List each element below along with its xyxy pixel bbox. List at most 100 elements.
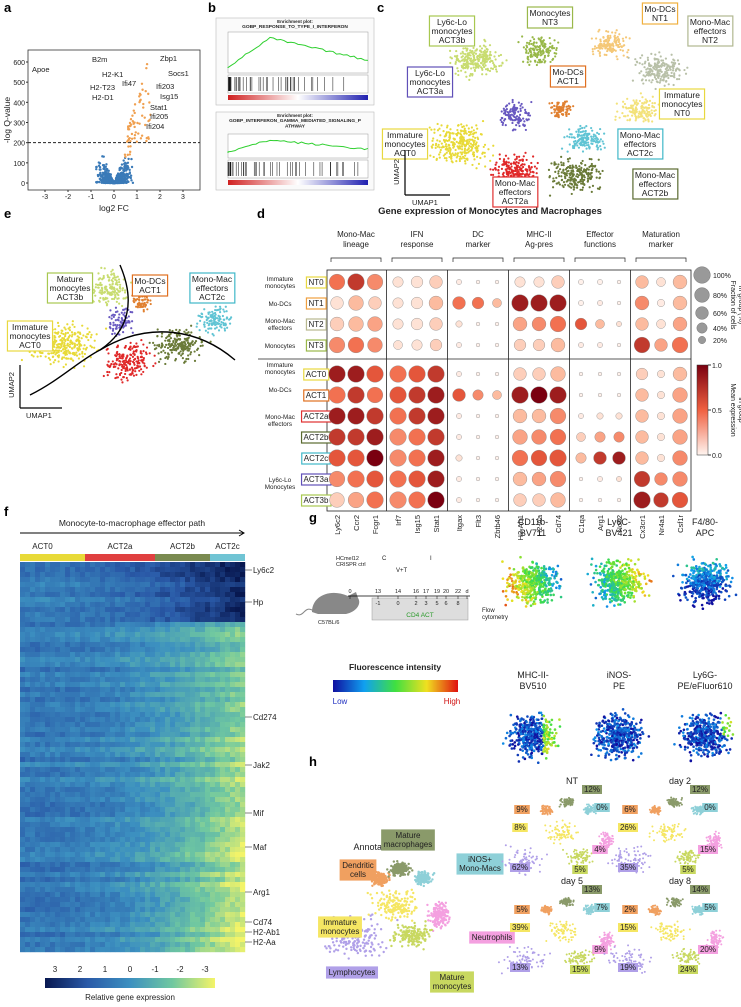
cell-point (124, 372, 127, 376)
cell-point (462, 136, 465, 139)
cell-point (428, 126, 431, 129)
heatmap-cell (210, 612, 216, 618)
cell-point (514, 106, 517, 109)
gene-label: Stat1 (432, 515, 441, 533)
heatmap-cell (115, 567, 121, 573)
cell-point (565, 114, 568, 118)
dot (393, 340, 403, 350)
heatmap-cell (175, 577, 181, 583)
heatmap-cell (210, 562, 216, 568)
cell-point (560, 161, 563, 164)
cell-point (563, 136, 566, 139)
cell-point (602, 142, 605, 145)
heatmap-cell (90, 562, 96, 568)
cell-point (539, 50, 543, 53)
cell-point (455, 132, 458, 136)
cell-point (555, 166, 558, 170)
heatmap-cell (180, 562, 186, 568)
gene-label: B2m (92, 55, 107, 64)
dot (494, 497, 500, 503)
gene-point (127, 157, 130, 161)
heatmap-cell (160, 617, 166, 623)
gene-point (128, 121, 132, 125)
dot (532, 493, 546, 507)
row-label: ACT0 (306, 370, 327, 379)
cell-point (600, 43, 603, 46)
cell-point (648, 79, 651, 82)
heatmap-cell (55, 597, 61, 603)
dot (595, 319, 605, 329)
dot (635, 409, 649, 423)
cell-point (553, 161, 556, 164)
heatmap-cell (205, 607, 211, 613)
cell-point (651, 112, 654, 115)
cell-point (481, 59, 485, 62)
cell-point (634, 109, 637, 113)
cell-point (118, 280, 121, 284)
cell-point (571, 166, 574, 170)
heatmap-cell (130, 577, 136, 583)
cell-point (565, 180, 568, 183)
cell-point (449, 61, 452, 65)
heatmap-cell (240, 567, 246, 573)
cell-point (605, 46, 608, 49)
dot (494, 371, 500, 377)
cell-point (168, 328, 171, 332)
cell-point (569, 133, 572, 136)
dot (635, 317, 649, 331)
cell-point (641, 101, 644, 105)
heatmap-cell (50, 572, 56, 578)
cell-point (616, 43, 620, 47)
dot (408, 449, 426, 467)
heatmap-cell (95, 597, 101, 603)
cell-point (560, 163, 563, 167)
dot (427, 491, 445, 509)
gene-label: Apoe (32, 65, 50, 74)
heatmap-cell (45, 577, 51, 583)
gene-point (126, 175, 130, 178)
cell-point (108, 316, 111, 319)
heatmap-cell (60, 582, 66, 588)
cell-point (568, 176, 571, 179)
gene-label: Fcgr1 (371, 515, 380, 534)
gene-point (120, 176, 123, 179)
cell-point (590, 190, 593, 193)
cell-point (631, 114, 634, 117)
cell-point (683, 68, 686, 72)
heatmap-cell (80, 607, 86, 613)
dot (348, 295, 364, 311)
row-group-label: Ly6c-Lo (269, 477, 292, 484)
cell-point (180, 354, 183, 357)
cell-point (89, 344, 92, 347)
dot (427, 449, 445, 467)
heatmap-cell (105, 597, 111, 603)
cell-point (115, 300, 118, 303)
gene-point (126, 166, 130, 169)
heatmap-cell (105, 587, 111, 593)
cell-point (206, 316, 209, 319)
gene-point (105, 167, 108, 171)
heatmap-cell (115, 617, 121, 623)
heatmap-cell (170, 562, 176, 568)
cell-point (634, 106, 638, 109)
cell-point (68, 345, 72, 349)
cell-point (579, 134, 582, 137)
cell-point (502, 107, 505, 110)
gene-label: Ly6c2 (333, 515, 342, 535)
cell-point (557, 181, 560, 184)
cell-point (131, 320, 134, 323)
dot (427, 365, 445, 383)
cell-point (90, 333, 93, 336)
cell-point (459, 151, 462, 154)
dot (410, 275, 424, 289)
dot (389, 407, 407, 425)
cell-point (121, 365, 124, 368)
cell-point (123, 289, 127, 292)
cell-point (430, 145, 433, 148)
size-legend-title: in group (%) (737, 286, 741, 324)
heatmap-cell (170, 622, 176, 628)
heatmap-cell (30, 612, 36, 618)
heatmap-cell (215, 602, 221, 608)
heatmap-cell (120, 617, 126, 623)
group-bracket (635, 257, 687, 262)
